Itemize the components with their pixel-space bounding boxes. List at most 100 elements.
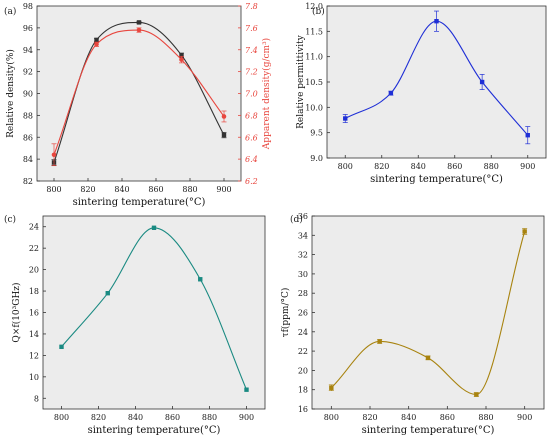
data-point (244, 387, 249, 392)
y-tick-label: 28 (298, 289, 308, 298)
data-point (434, 19, 439, 24)
chart-panel-3: (c) 800 820 840 860 880 900 8 10 12 14 16 18 20 22 24 si… (4, 214, 266, 436)
chart-panel-4: (d) 800 820 840 860 880 900 16 18 20 22 24 26 28 30 32 3… (280, 212, 545, 436)
y-tick-label: 10.0 (305, 103, 323, 112)
x-tick-label: 900 (239, 413, 254, 422)
y-tick-label: 94 (23, 46, 33, 55)
data-point (474, 392, 479, 397)
data-point (179, 57, 184, 62)
y-tick-label: 92 (23, 68, 33, 77)
x-tick-label: 820 (91, 413, 106, 422)
x-tick-label: 900 (517, 413, 532, 422)
y-tick-label: 88 (23, 111, 33, 120)
data-point (525, 133, 530, 138)
y-tick-label: 14 (29, 330, 39, 339)
x-tick-label: 860 (165, 413, 180, 422)
x-tick-label: 880 (484, 162, 499, 171)
panel-label: (d) (290, 214, 303, 225)
y-axis-label: Relative permittivity (296, 34, 306, 129)
y-tick-label: 24 (29, 223, 39, 232)
data-point (51, 152, 57, 158)
data-point (179, 53, 184, 58)
y-tick-label: 82 (23, 177, 33, 186)
data-point (388, 90, 394, 96)
data-point (221, 132, 227, 138)
data-point (479, 79, 485, 85)
y-tick-label: 96 (23, 24, 33, 33)
x-tick-label: 800 (324, 413, 339, 422)
x-axis-label: sintering temperature(°C) (88, 425, 221, 436)
x-tick-label: 800 (46, 185, 61, 194)
x-tick-label: 880 (182, 185, 197, 194)
y-tick-label: 20 (29, 266, 39, 275)
y-tick-label: 18 (29, 287, 39, 296)
x-tick-label: 880 (478, 413, 493, 422)
data-point (221, 114, 227, 119)
y-tick-label: 9.5 (310, 129, 323, 138)
y2-tick-label: 7.2 (245, 68, 258, 77)
y2-tick-label: 7.8 (245, 2, 258, 11)
y2-tick-label: 6.6 (245, 133, 258, 142)
data-point (94, 37, 99, 43)
plot-area (36, 5, 242, 182)
panel-label: (c) (4, 214, 16, 225)
y-axis-label: τf(ppm/°C) (280, 288, 291, 338)
y-tick-label: 12.0 (305, 2, 323, 11)
y-tick-label: 98 (23, 2, 33, 11)
y2-tick-label: 7.4 (245, 46, 258, 55)
data-point (343, 116, 348, 121)
y2-tick-label: 6.8 (245, 111, 258, 120)
x-tick-label: 820 (362, 413, 377, 422)
plot-area (311, 215, 545, 410)
data-point (425, 355, 431, 361)
y-tick-label: 9.0 (310, 154, 323, 163)
x-tick-label: 860 (148, 185, 163, 194)
y-tick-label: 22 (298, 347, 308, 356)
data-point (59, 344, 64, 350)
x-tick-label: 820 (374, 162, 389, 171)
y-tick-label: 12 (29, 351, 39, 360)
x-axis-label: sintering temperature(°C) (362, 425, 495, 436)
y-axis-label: Relative density(%) (5, 49, 16, 138)
chart-panel-1: (a) 800 820 840 860 880 900 82 84 86 88 90 92 94 96 98 6… (4, 2, 272, 208)
y-tick-label: 10 (29, 373, 39, 382)
y-tick-label: 36 (298, 212, 308, 221)
x-tick-label: 840 (411, 162, 426, 171)
y-tick-label: 32 (298, 251, 308, 260)
y-tick-label: 16 (298, 405, 308, 414)
y-tick-label: 26 (298, 309, 308, 318)
data-point (105, 291, 110, 296)
y-tick-label: 86 (23, 133, 33, 142)
y-tick-label: 90 (23, 90, 33, 99)
data-point (136, 27, 142, 33)
x-axis-label: sintering temperature(°C) (370, 174, 503, 185)
y2-tick-label: 6.4 (245, 155, 258, 164)
y2-axis-label: Apparent density(g/cm³) (261, 38, 272, 150)
x-tick-label: 800 (338, 162, 353, 171)
x-tick-label: 840 (128, 413, 143, 422)
data-point (136, 20, 142, 25)
x-tick-label: 860 (447, 162, 462, 171)
x-tick-label: 900 (520, 162, 535, 171)
y-tick-label: 11.0 (305, 53, 323, 62)
y-tick-label: 10.5 (305, 78, 323, 87)
x-tick-label: 820 (80, 185, 95, 194)
data-point (377, 339, 382, 344)
data-point (151, 225, 157, 230)
y-tick-label: 30 (298, 270, 308, 279)
x-tick-label: 880 (202, 413, 217, 422)
y-tick-label: 20 (298, 366, 308, 375)
y-tick-label: 18 (298, 386, 308, 395)
y-axis-label: Q×f(10³GHz) (11, 282, 22, 342)
y-tick-label: 24 (298, 328, 308, 337)
chart-panel-2: (b) 800 820 840 860 880 900 9.0 9.5 10.0 10.5 11.0 1… (296, 2, 547, 185)
series-line-1 (330, 231, 526, 396)
data-point (94, 41, 99, 47)
y-tick-label: 84 (23, 155, 33, 164)
y2-tick-label: 7.6 (245, 24, 258, 33)
x-tick-label: 840 (401, 413, 416, 422)
x-tick-label: 900 (216, 185, 231, 194)
plot-area (42, 215, 266, 410)
panel-label: (b) (312, 6, 325, 17)
